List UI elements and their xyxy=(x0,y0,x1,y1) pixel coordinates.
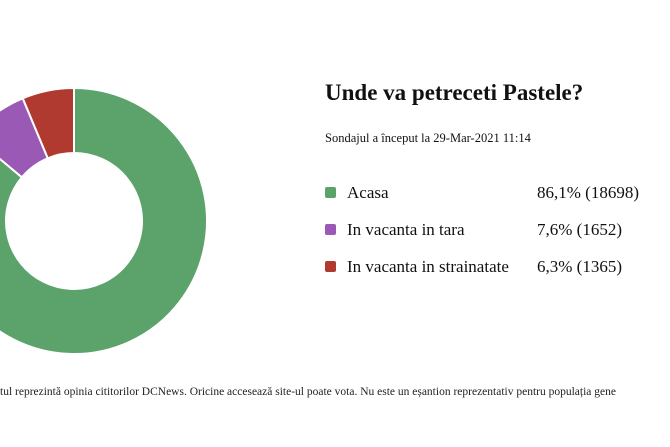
legend: Acasa 86,1% (18698) In vacanta in tara 7… xyxy=(325,174,665,285)
legend-item: Acasa 86,1% (18698) xyxy=(325,174,665,211)
donut-chart xyxy=(0,86,208,355)
donut-slice-in-vacanta-in-strainatate xyxy=(21,86,75,160)
chart-title: Unde va petreceti Pastele? xyxy=(325,80,584,105)
legend-label: In vacanta in strainatate xyxy=(347,256,509,276)
legend-label: Acasa xyxy=(347,182,389,202)
donut-slice-acasa xyxy=(0,86,208,355)
legend-swatch xyxy=(325,187,336,198)
legend-label: In vacanta in tara xyxy=(347,219,465,239)
disclaimer-text: tul reprezintă opinia cititorilor DCNews… xyxy=(0,386,616,398)
legend-value: 6,3% (1365) xyxy=(537,256,622,276)
legend-item: In vacanta in strainatate 6,3% (1365) xyxy=(325,248,665,285)
legend-swatch xyxy=(325,261,336,272)
legend-value: 86,1% (18698) xyxy=(537,182,639,202)
legend-swatch xyxy=(325,224,336,235)
legend-item: In vacanta in tara 7,6% (1652) xyxy=(325,211,665,248)
legend-value: 7,6% (1652) xyxy=(537,219,622,239)
poll-start-date: Sondajul a început la 29-Mar-2021 11:14 xyxy=(325,131,531,145)
